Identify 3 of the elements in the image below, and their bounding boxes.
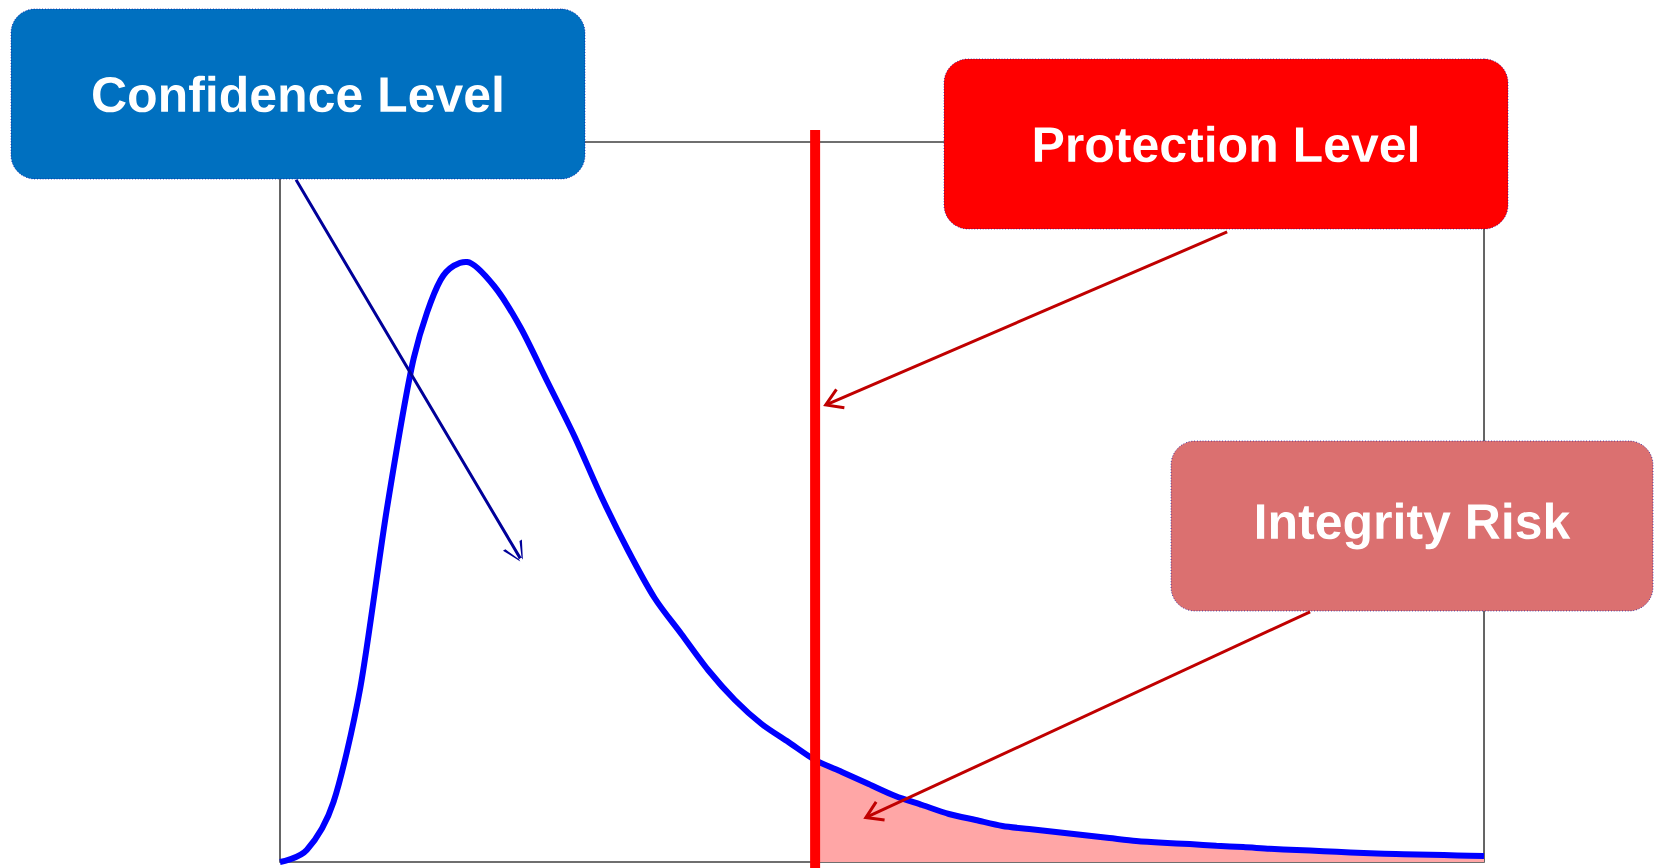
annotation: Integrity Risk	[1257, 502, 1571, 550]
text: Confidence Level	[93, 75, 502, 113]
text: Protection Level	[1034, 125, 1417, 163]
